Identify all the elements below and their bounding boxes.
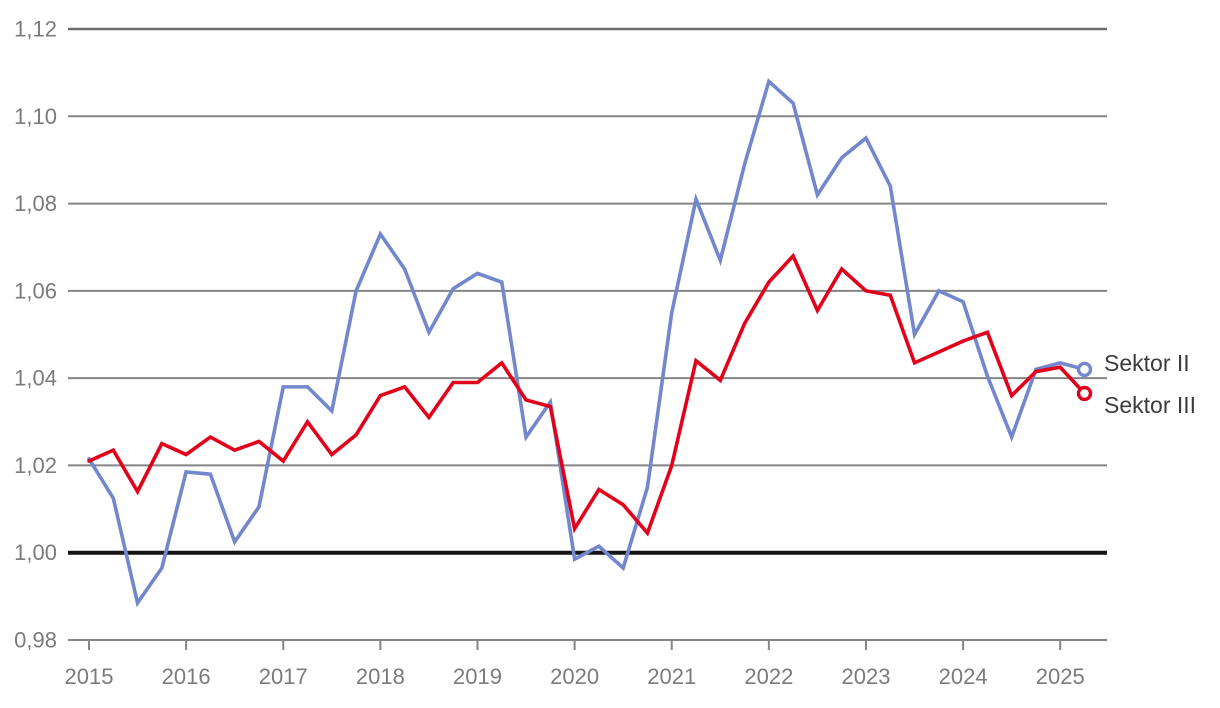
x-tick-label: 2024 <box>939 664 988 689</box>
x-tick-label: 2022 <box>744 664 793 689</box>
x-tick-label: 2016 <box>162 664 211 689</box>
x-tick-label: 2015 <box>65 664 114 689</box>
x-tick-label: 2017 <box>259 664 308 689</box>
y-tick-label: 1,00 <box>14 540 57 565</box>
y-tick-label: 1,02 <box>14 453 57 478</box>
end-marker-sektor-ii <box>1076 361 1093 378</box>
x-tick-label: 2020 <box>550 664 599 689</box>
x-tick-label: 2018 <box>356 664 405 689</box>
legend-label-sektor-iii: Sektor III <box>1104 392 1197 418</box>
y-tick-label: 1,10 <box>14 104 57 129</box>
x-tick-label: 2019 <box>453 664 502 689</box>
legend-label-sektor-ii: Sektor II <box>1104 350 1190 376</box>
end-marker-sektor-iii <box>1076 385 1093 402</box>
x-tick-label: 2021 <box>647 664 696 689</box>
y-tick-label: 0,98 <box>14 628 57 653</box>
x-tick-label: 2025 <box>1036 664 1085 689</box>
series-line-sektor-ii <box>87 78 1087 608</box>
y-tick-label: 1,08 <box>14 191 57 216</box>
y-tick-label: 1,06 <box>14 278 57 303</box>
x-tick-label: 2023 <box>841 664 890 689</box>
y-tick-label: 1,12 <box>14 17 57 42</box>
y-tick-label: 1,04 <box>14 366 57 391</box>
series-line-sektor-iii <box>87 252 1087 537</box>
